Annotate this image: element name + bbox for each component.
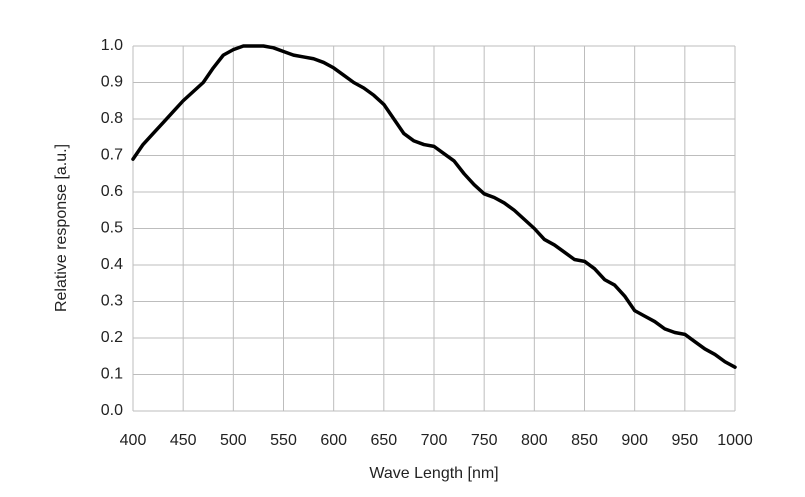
x-tick-label: 850 [571, 432, 598, 449]
x-tick-label: 450 [170, 432, 197, 449]
y-tick-label: 1.0 [101, 37, 123, 54]
y-tick-label: 0.7 [101, 147, 123, 164]
x-tick-label: 550 [270, 432, 297, 449]
x-tick-label: 400 [120, 432, 147, 449]
data-line [131, 44, 737, 369]
x-axis-label: Wave Length [nm] [369, 465, 498, 482]
x-tick-label: 950 [671, 432, 698, 449]
x-tick-label: 1000 [717, 432, 753, 449]
y-tick-label: 0.8 [101, 110, 123, 127]
y-tick-label: 0.4 [101, 256, 123, 273]
y-tick-label: 0.0 [101, 402, 123, 419]
x-tick-label: 700 [421, 432, 448, 449]
x-tick-label: 600 [320, 432, 347, 449]
y-tick-label: 0.1 [101, 366, 123, 383]
y-tick-label: 0.2 [101, 329, 123, 346]
x-tick-label: 900 [621, 432, 648, 449]
x-tick-label: 800 [521, 432, 548, 449]
y-tick-label: 0.9 [101, 74, 123, 91]
x-tick-label: 750 [471, 432, 498, 449]
y-axis-label: Relative response [a.u.] [53, 144, 70, 312]
x-tick-label: 650 [370, 432, 397, 449]
y-tick-label: 0.3 [101, 293, 123, 310]
y-tick-label: 0.5 [101, 220, 123, 237]
y-tick-label: 0.6 [101, 183, 123, 200]
x-tick-label: 500 [220, 432, 247, 449]
